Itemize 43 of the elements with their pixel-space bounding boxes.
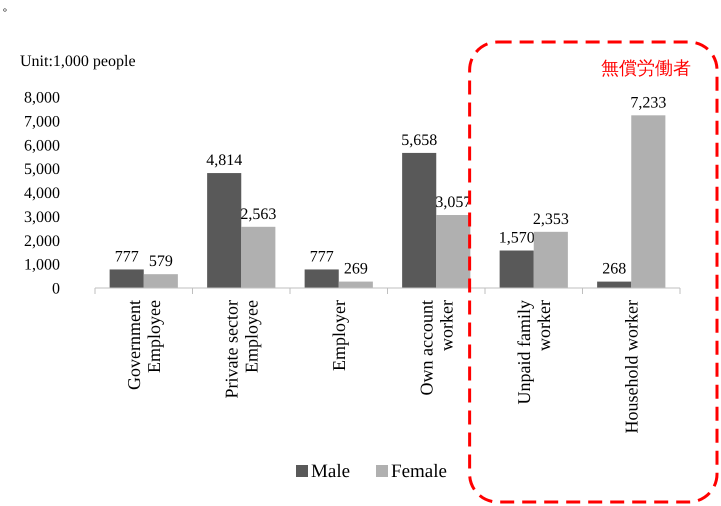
bar — [338, 282, 373, 288]
text: 2,563 — [240, 206, 276, 223]
bar — [436, 215, 470, 288]
chart-subtitle: Unit:1,000 people — [20, 53, 136, 70]
x-tick-label: Own account worker — [416, 300, 457, 396]
bar — [144, 274, 178, 288]
x-tick-label: Employer — [329, 300, 350, 371]
text: 7,233 — [630, 94, 666, 112]
legend-label: Male — [311, 461, 350, 482]
y-tick-label: 1,000 — [24, 256, 60, 274]
bar — [500, 250, 534, 288]
text: 269 — [344, 260, 368, 278]
y-tick-label: 6,000 — [24, 137, 60, 154]
y-tick-label: 3,000 — [24, 208, 60, 226]
text: 777 — [310, 248, 334, 266]
text: 。 — [2, 0, 16, 14]
y-tick-label: 5,000 — [24, 161, 60, 178]
y-tick-label: 2,000 — [24, 232, 60, 250]
text: 4,814 — [206, 152, 242, 170]
bar — [110, 269, 144, 288]
text: 無償労働者 — [601, 58, 691, 79]
bar — [402, 152, 436, 288]
text: 2,353 — [532, 210, 569, 228]
y-tick-label: 8,000 — [24, 90, 60, 107]
x-tick-label: Private sector Employee — [222, 300, 262, 398]
text: 5,658 — [401, 132, 438, 149]
x-tick-label: Government Employee — [124, 300, 164, 390]
bar — [241, 226, 276, 288]
x-tick-label: Unpaid family worker — [514, 300, 554, 404]
bar — [631, 115, 666, 288]
bar — [207, 173, 242, 288]
text: 777 — [114, 248, 139, 266]
bar — [304, 269, 339, 288]
y-tick-label: 0 — [52, 280, 60, 298]
y-tick-label: 7,000 — [24, 113, 60, 130]
text: 579 — [148, 253, 173, 270]
bar — [534, 232, 568, 288]
text: 1,570 — [498, 230, 535, 247]
text: 268 — [602, 260, 626, 278]
y-tick-label: 4,000 — [24, 185, 60, 202]
legend-label: Female — [391, 461, 447, 482]
bar — [597, 282, 632, 288]
x-tick-label: Household worker — [622, 300, 642, 434]
